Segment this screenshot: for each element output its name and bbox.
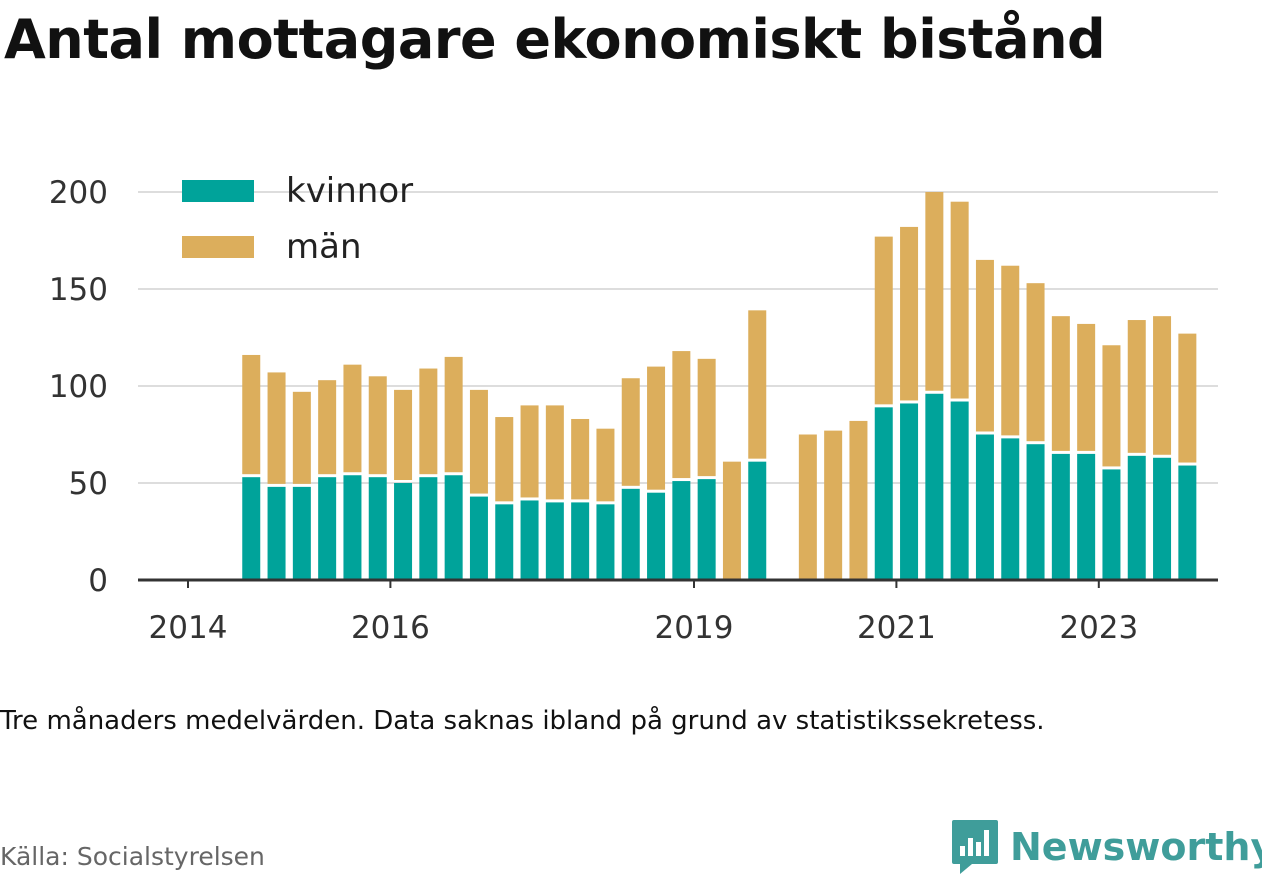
bar-man bbox=[874, 236, 893, 405]
bar-man bbox=[1026, 283, 1045, 442]
y-tick-label: 150 bbox=[49, 272, 108, 308]
bar-kvinnor bbox=[1178, 465, 1197, 580]
bar-man bbox=[672, 351, 691, 479]
bar-kvinnor bbox=[469, 496, 488, 580]
y-tick-label: 0 bbox=[88, 563, 108, 599]
y-tick-label: 200 bbox=[49, 175, 108, 211]
bar-man bbox=[419, 368, 438, 475]
bar-man bbox=[748, 310, 767, 459]
bar-kvinnor bbox=[672, 481, 691, 580]
bar-kvinnor bbox=[292, 486, 311, 580]
bar-man bbox=[647, 366, 666, 490]
bar-man bbox=[394, 389, 413, 480]
bar-man bbox=[900, 226, 919, 401]
bar-man bbox=[571, 418, 590, 500]
y-tick-label: 50 bbox=[69, 466, 108, 502]
legend-swatch-man bbox=[182, 236, 254, 258]
bar-man bbox=[318, 380, 337, 475]
brand-logo: Newsworthy bbox=[950, 818, 1262, 876]
bar-man bbox=[520, 405, 539, 498]
x-tick-label: 2023 bbox=[1059, 610, 1138, 646]
bar-kvinnor bbox=[1051, 453, 1070, 580]
bar-kvinnor bbox=[520, 500, 539, 580]
y-axis-labels: 0 50 100 150 200 bbox=[49, 175, 108, 599]
bar-kvinnor bbox=[267, 486, 286, 580]
bar-kvinnor bbox=[1153, 457, 1172, 580]
bar-man bbox=[1127, 320, 1146, 453]
bar-kvinnor bbox=[1001, 438, 1020, 580]
bar-kvinnor bbox=[950, 401, 969, 580]
brand-name: Newsworthy bbox=[1010, 825, 1262, 869]
bar-kvinnor bbox=[571, 502, 590, 580]
legend-label-kvinnor: kvinnor bbox=[286, 171, 413, 211]
bar-man bbox=[824, 430, 843, 580]
source-text: Källa: Socialstyrelsen bbox=[0, 842, 265, 871]
bar-kvinnor bbox=[748, 461, 767, 580]
bar-kvinnor bbox=[900, 403, 919, 580]
bar-man bbox=[950, 201, 969, 399]
x-tick-label: 2021 bbox=[857, 610, 936, 646]
bar-man bbox=[1077, 323, 1096, 451]
bar-kvinnor bbox=[545, 502, 564, 580]
bar-kvinnor bbox=[343, 475, 362, 580]
bar-kvinnor bbox=[1026, 444, 1045, 580]
bar-kvinnor bbox=[697, 479, 716, 580]
bar-man bbox=[292, 391, 311, 484]
bar-man bbox=[798, 434, 817, 580]
bar-kvinnor bbox=[419, 477, 438, 580]
bar-man bbox=[1051, 316, 1070, 451]
x-tick-label: 2016 bbox=[351, 610, 430, 646]
x-axis: 2014 2016 2019 2021 2023 bbox=[138, 578, 1218, 646]
bar-kvinnor bbox=[1102, 469, 1121, 580]
bar-man bbox=[343, 364, 362, 473]
bar-kvinnor bbox=[318, 477, 337, 580]
bar-man bbox=[621, 378, 640, 486]
bar-man bbox=[1102, 345, 1121, 467]
newsworthy-logo-icon bbox=[952, 820, 998, 874]
bar-kvinnor bbox=[394, 483, 413, 580]
bar-man bbox=[975, 259, 994, 432]
x-tick-label: 2019 bbox=[655, 610, 734, 646]
bar-kvinnor bbox=[242, 477, 261, 580]
bar-man bbox=[368, 376, 387, 475]
bar-kvinnor bbox=[596, 504, 615, 580]
bar-man bbox=[1153, 316, 1172, 455]
bar-kvinnor bbox=[495, 504, 514, 580]
bar-man bbox=[444, 356, 463, 473]
chart-title: Antal mottagare ekonomiskt bistånd bbox=[4, 8, 1106, 71]
bar-man bbox=[1178, 333, 1197, 463]
bar-kvinnor bbox=[1077, 453, 1096, 580]
bar-man bbox=[545, 405, 564, 500]
bar-man bbox=[495, 417, 514, 502]
bar-kvinnor bbox=[925, 393, 944, 580]
bar-kvinnor bbox=[874, 407, 893, 580]
bar-kvinnor bbox=[975, 434, 994, 580]
chart-note: Tre månaders medelvärden. Data saknas ib… bbox=[0, 706, 1045, 736]
legend: kvinnor män bbox=[182, 171, 413, 267]
bar-kvinnor bbox=[368, 477, 387, 580]
bar-kvinnor bbox=[647, 492, 666, 580]
bar-man bbox=[697, 358, 716, 477]
legend-label-man: män bbox=[286, 227, 362, 267]
stacked-bar-chart: 0 50 100 150 200 2014 2016 2019 2021 2023 kvinno… bbox=[49, 171, 1218, 646]
x-tick-label: 2014 bbox=[149, 610, 228, 646]
bar-man bbox=[849, 420, 868, 580]
bar-man bbox=[925, 192, 944, 391]
bar-man bbox=[1001, 265, 1020, 436]
bars bbox=[242, 192, 1197, 580]
bar-man bbox=[596, 428, 615, 502]
bar-man bbox=[722, 461, 741, 580]
bar-man bbox=[469, 389, 488, 494]
bar-kvinnor bbox=[1127, 455, 1146, 580]
bar-man bbox=[242, 354, 261, 475]
bar-kvinnor bbox=[444, 475, 463, 580]
bar-kvinnor bbox=[621, 488, 640, 580]
y-tick-label: 100 bbox=[49, 369, 108, 405]
bar-man bbox=[267, 372, 286, 484]
legend-swatch-kvinnor bbox=[182, 180, 254, 202]
